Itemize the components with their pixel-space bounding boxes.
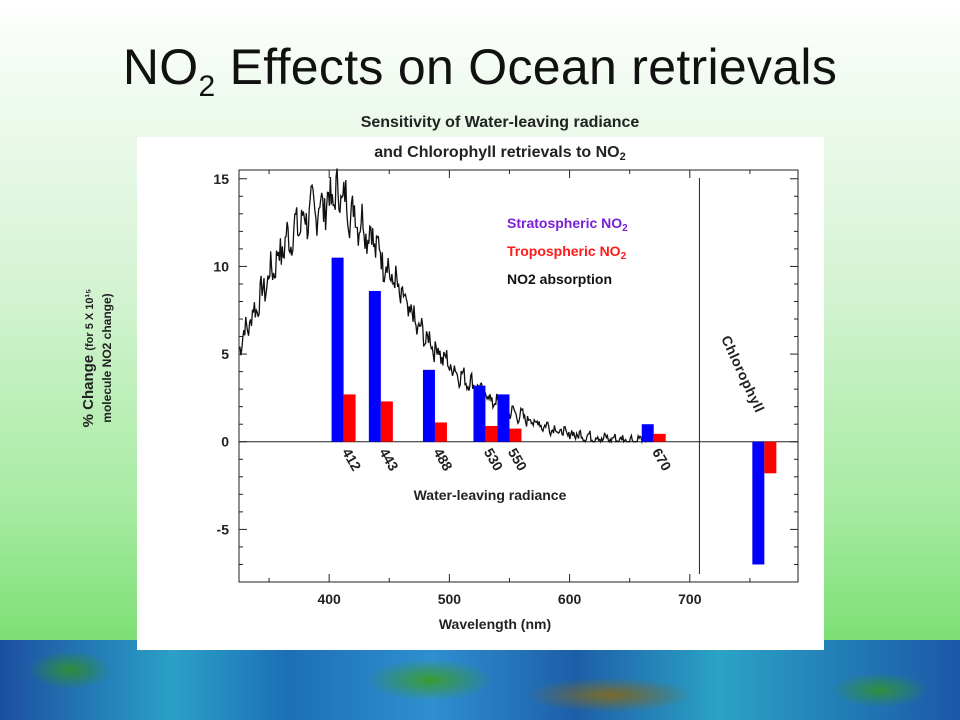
- band-label-530: 530: [481, 445, 507, 473]
- x-tick-label-500: 500: [438, 591, 462, 607]
- bar-tropospheric-530: [485, 425, 498, 442]
- bar-layer: [331, 257, 777, 565]
- y-tick-label--5: -5: [217, 521, 230, 537]
- band-label-412: 412: [339, 445, 365, 473]
- curve-layer: [238, 168, 649, 445]
- legend-stratospheric: Stratospheric NO2: [507, 215, 628, 234]
- bar-chlorophyll-tropospheric: [764, 441, 777, 474]
- absorption-curve: [238, 168, 649, 445]
- y-axis-label: % Change (for 5 X 10¹⁵ molecule NO2 chan…: [80, 288, 114, 428]
- x-tick-label-400: 400: [317, 591, 341, 607]
- bar-stratospheric-530: [473, 385, 486, 442]
- legend-absorption: NO2 absorption: [507, 271, 613, 287]
- bar-tropospheric-412: [343, 394, 356, 442]
- bar-tropospheric-443: [380, 401, 393, 442]
- y-tick-label-0: 0: [221, 434, 229, 450]
- legend-tropospheric: Tropospheric NO2: [507, 243, 627, 262]
- bar-stratospheric-412: [331, 257, 344, 442]
- bar-stratospheric-670: [641, 424, 654, 442]
- bar-stratospheric-443: [368, 290, 381, 442]
- plot-frame: [238, 169, 799, 583]
- bar-tropospheric-670: [653, 433, 666, 442]
- slide-title: NO2 Effects on Ocean retrievals: [122, 39, 838, 103]
- bar-stratospheric-550: [497, 394, 510, 442]
- chart-title-line2: and Chlorophyll retrievals to NO2: [374, 144, 626, 163]
- bar-stratospheric-488: [422, 369, 435, 442]
- chart-title-line1: Sensitivity of Water-leaving radiance: [360, 114, 640, 131]
- band-label-670: 670: [649, 445, 675, 473]
- band-label-488: 488: [430, 445, 456, 473]
- band-label-443: 443: [376, 445, 402, 473]
- satellite-map-strip: [0, 640, 960, 720]
- x-tick-label-600: 600: [558, 591, 582, 607]
- y-tick-label-5: 5: [221, 346, 229, 362]
- bar-tropospheric-550: [509, 428, 522, 442]
- band-label-550: 550: [505, 445, 531, 473]
- bar-chlorophyll-stratospheric: [752, 441, 765, 565]
- water-leaving-label: Water-leaving radiance: [413, 487, 567, 503]
- bar-tropospheric-488: [434, 422, 447, 442]
- x-axis-label: Wavelength (nm): [438, 616, 552, 632]
- y-tick-label-15: 15: [213, 171, 229, 187]
- x-tick-label-700: 700: [678, 591, 702, 607]
- y-tick-label-10: 10: [213, 258, 229, 274]
